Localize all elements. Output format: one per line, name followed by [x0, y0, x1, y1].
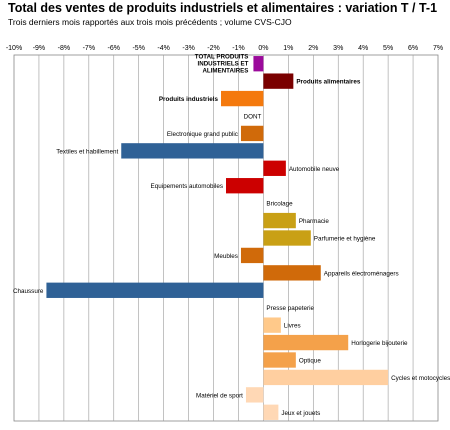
category-label: Textiles et habillement — [56, 148, 118, 155]
x-tick-label: 5% — [383, 45, 393, 52]
bar — [263, 212, 296, 229]
category-label: Chaussure — [13, 288, 44, 295]
category-label: Pharmacie — [299, 218, 330, 225]
bar — [263, 334, 349, 351]
category-label: Automobile neuve — [289, 166, 340, 173]
category-label: Optique — [299, 358, 322, 365]
x-tick-label: -8% — [58, 45, 70, 52]
x-tick-label: 7% — [433, 45, 443, 52]
bar — [263, 317, 281, 333]
x-tick-label: -6% — [108, 45, 120, 52]
x-tick-label: -7% — [83, 45, 95, 52]
x-tick-label: 2% — [308, 45, 318, 52]
category-label: Appareils électroménagers — [324, 270, 399, 277]
bar — [46, 282, 264, 298]
category-label: Meubles — [214, 253, 238, 260]
category-label: Bricolage — [266, 201, 293, 208]
bar — [253, 56, 264, 72]
category-label: TOTAL PRODUITS INDUSTRIELS ET ALIMENTAIRES — [195, 54, 249, 75]
x-tick-label: -3% — [182, 45, 194, 52]
category-label: Produits alimentaires — [296, 79, 361, 86]
x-tick-label: -4% — [157, 45, 169, 52]
bar — [263, 352, 296, 368]
category-label: DONT — [244, 114, 262, 121]
bar — [226, 178, 264, 194]
bar — [240, 247, 264, 264]
bar — [263, 369, 389, 386]
x-tick-label: -1% — [232, 45, 244, 52]
category-label: Livres — [284, 323, 301, 330]
chart-subtitle: Trois derniers mois rapportés aux trois … — [8, 17, 292, 27]
bar — [263, 230, 311, 246]
bar — [263, 160, 286, 176]
category-label: Cycles et motocycles — [391, 375, 450, 382]
bar — [263, 73, 294, 89]
x-tick-label: -10% — [6, 45, 22, 52]
category-label: Horlogerie bijouterie — [351, 340, 408, 347]
bar — [263, 265, 321, 281]
category-label: Presse papeterie — [266, 305, 314, 312]
plot-area — [13, 54, 439, 422]
x-tick-label: 1% — [283, 45, 293, 52]
x-tick-label: 4% — [358, 45, 368, 52]
category-label: Equipements automobiles — [151, 183, 223, 190]
x-tick-label: -5% — [132, 45, 144, 52]
category-label: Parfumerie et hygiène — [314, 236, 376, 243]
category-label: Electronique grand public — [167, 131, 238, 138]
x-tick-label: -9% — [33, 45, 45, 52]
chart-title: Total des ventes de produits industriels… — [8, 1, 438, 15]
category-label: Produits industriels — [159, 96, 219, 103]
category-label: Matériel de sport — [196, 392, 243, 399]
x-tick-label: 3% — [333, 45, 343, 52]
x-tick-label: -2% — [207, 45, 219, 52]
category-label: Jeux et jouets — [281, 410, 320, 417]
bar — [245, 387, 264, 403]
bar — [221, 90, 264, 107]
x-tick-label: 0% — [258, 45, 268, 52]
bar — [263, 404, 279, 420]
bar — [121, 143, 264, 159]
x-tick-label: 6% — [408, 45, 418, 52]
bar — [240, 125, 264, 142]
